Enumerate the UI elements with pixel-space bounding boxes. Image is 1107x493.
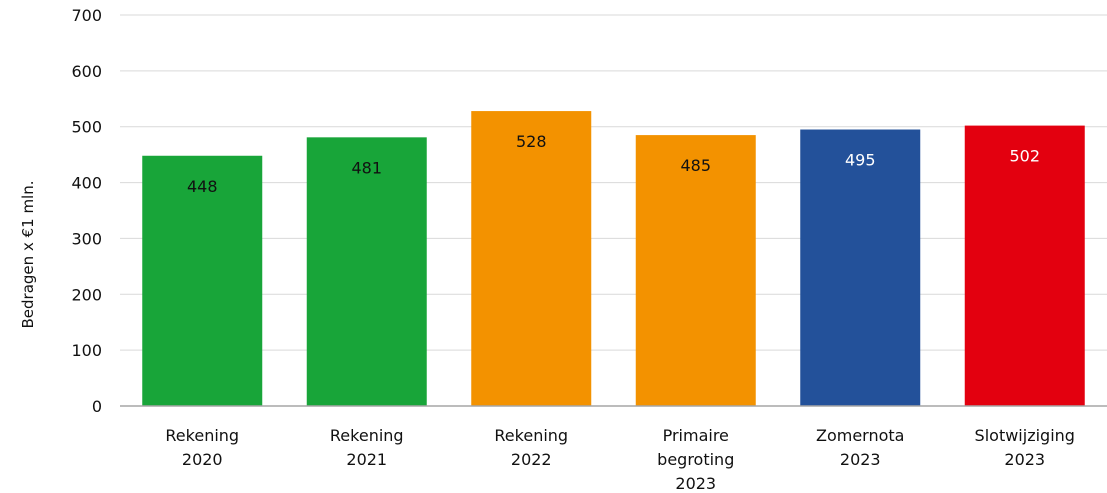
x-tick-label-line: Rekening [165,426,239,445]
y-axis-ticks: 0 100 200 300 400 500 600 700 [71,6,102,416]
x-tick-label-line: 2023 [1004,450,1045,469]
x-tick-label-line: Primaire [663,426,729,445]
x-tick-label-line: Rekening [330,426,404,445]
x-tick-label-line: Slotwijziging [975,426,1075,445]
x-tick-label: Rekening 2020 [165,426,239,469]
y-tick-label: 700 [71,6,102,25]
data-label: 485 [680,156,711,175]
bar [800,129,921,406]
bar [964,125,1085,407]
data-label: 481 [351,158,382,177]
data-label: 448 [187,177,218,196]
x-tick-label-line: Zomernota [816,426,904,445]
gridlines [120,14,1107,351]
x-tick-label-line: 2023 [840,450,881,469]
data-label: 495 [845,151,876,170]
y-tick-label: 300 [71,229,102,248]
bars [142,111,1085,407]
x-tick-label-line: begroting [657,450,734,469]
y-tick-label: 600 [71,62,102,81]
x-tick-label: Rekening 2021 [330,426,404,469]
bar [471,111,592,407]
x-tick-label-line: Rekening [494,426,568,445]
y-tick-label: 200 [71,285,102,304]
x-tick-label-line: 2021 [346,450,387,469]
x-tick-label-line: 2022 [511,450,552,469]
y-tick-label: 0 [92,397,102,416]
x-tick-label: Rekening 2022 [494,426,568,469]
x-tick-label-line: 2020 [182,450,223,469]
value-labels: 448 481 528 485 495 502 [187,132,1040,196]
y-tick-label: 100 [71,341,102,360]
y-tick-label: 500 [71,118,102,137]
y-tick-label: 400 [71,174,102,193]
x-tick-label: Slotwijziging 2023 [975,426,1075,469]
data-label: 502 [1009,147,1040,166]
x-axis-ticks: Rekening 2020 Rekening 2021 Rekening 2022 Prim… [165,426,1075,493]
bar [635,135,756,407]
y-axis-label: Bedragen x €1 mln. [19,181,37,329]
x-tick-label: Primaire begroting 2023 [657,426,734,493]
x-tick-label: Zomernota 2023 [816,426,904,469]
data-label: 528 [516,132,547,151]
x-tick-label-line: 2023 [675,474,716,493]
bar [142,155,263,406]
bar [306,137,427,406]
